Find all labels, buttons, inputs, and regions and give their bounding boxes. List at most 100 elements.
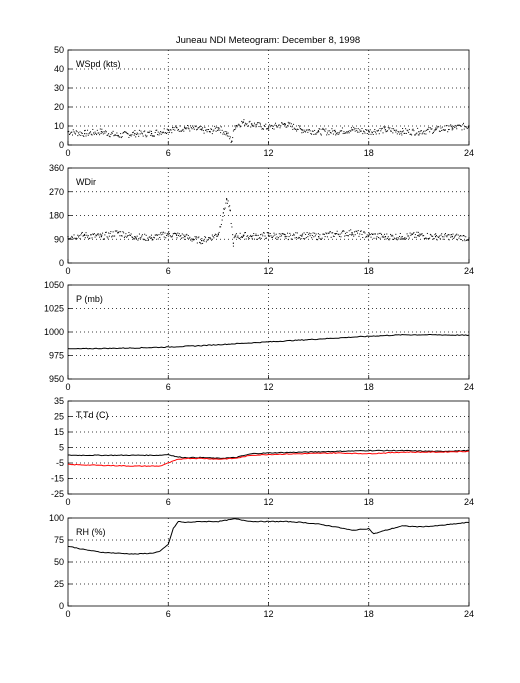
data-point (169, 129, 171, 131)
series-line-t-td-c-1 (68, 449, 470, 459)
data-point (229, 136, 231, 138)
series-line-p-mb-1 (67, 333, 470, 350)
data-point (251, 123, 253, 125)
data-point (201, 238, 203, 240)
data-point (87, 129, 89, 131)
data-point (387, 236, 389, 238)
data-point (401, 134, 403, 136)
data-point (459, 125, 461, 127)
data-point (110, 231, 112, 233)
data-point (347, 130, 349, 132)
data-point (286, 235, 288, 237)
data-point (211, 234, 213, 236)
data-point (238, 238, 240, 240)
data-point (336, 133, 338, 135)
data-point (442, 129, 444, 131)
data-point (361, 233, 363, 235)
data-point (268, 129, 270, 131)
data-point (197, 237, 199, 239)
data-point (438, 235, 440, 237)
data-point (320, 238, 322, 240)
data-point (405, 237, 407, 239)
data-point (216, 126, 218, 128)
data-point (388, 239, 390, 241)
data-point (229, 138, 231, 140)
data-point (283, 123, 285, 125)
data-point (299, 126, 301, 128)
data-point (75, 238, 77, 240)
data-point (441, 129, 443, 131)
data-point (238, 123, 240, 125)
data-point (132, 238, 134, 240)
data-point (464, 240, 466, 242)
data-point (353, 128, 355, 130)
data-point (159, 132, 161, 134)
data-point (206, 239, 208, 241)
data-point (326, 233, 328, 235)
data-point (95, 132, 97, 134)
data-point (170, 129, 172, 131)
data-point (465, 239, 467, 241)
data-point (157, 131, 159, 133)
data-point (240, 237, 242, 239)
data-point (72, 236, 74, 238)
data-point (463, 128, 465, 130)
data-point (405, 238, 407, 240)
data-point (211, 133, 213, 135)
data-point (384, 129, 387, 131)
data-point (366, 133, 368, 135)
data-point (368, 131, 370, 133)
data-point (123, 236, 125, 238)
data-point (274, 234, 276, 236)
data-point (278, 237, 280, 239)
data-point (126, 133, 128, 135)
data-point (231, 140, 233, 142)
data-point (369, 131, 371, 133)
y-tick-label: 1000 (44, 327, 64, 337)
data-point (138, 233, 140, 235)
data-point (222, 215, 224, 217)
data-point (169, 235, 171, 237)
data-point (457, 234, 459, 236)
data-point (232, 242, 235, 244)
data-point (261, 128, 263, 130)
data-point (326, 236, 328, 238)
data-point (461, 129, 463, 131)
data-point (107, 237, 109, 239)
x-tick-label: 12 (263, 266, 273, 276)
data-point (381, 127, 383, 129)
data-point (217, 129, 219, 131)
data-point (377, 130, 379, 132)
data-point (98, 132, 100, 134)
data-point (183, 234, 185, 236)
data-point (423, 130, 425, 132)
data-point (205, 241, 207, 243)
data-point (278, 233, 280, 235)
data-point (193, 127, 195, 129)
data-point (434, 236, 437, 238)
data-point (368, 232, 370, 234)
data-point (423, 235, 425, 237)
data-point (358, 131, 360, 133)
data-point (303, 232, 305, 234)
data-point (455, 234, 457, 236)
data-point (124, 235, 126, 237)
data-point (465, 236, 467, 238)
data-point (86, 133, 88, 135)
data-point (84, 234, 86, 236)
data-point (249, 235, 251, 237)
data-point (71, 235, 73, 237)
data-point (365, 128, 367, 130)
data-point (245, 238, 247, 240)
data-point (79, 237, 81, 239)
data-point (80, 134, 82, 136)
data-point (272, 127, 274, 129)
data-point (265, 123, 267, 125)
data-point (89, 237, 91, 239)
data-point (96, 235, 98, 237)
data-point (165, 132, 167, 134)
data-point (173, 127, 175, 129)
data-point (267, 234, 270, 236)
data-point (205, 237, 207, 239)
data-point (322, 233, 324, 235)
